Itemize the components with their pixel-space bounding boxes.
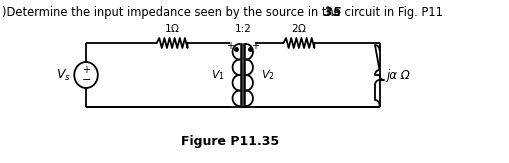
Text: )Determine the input impedance seen by the source in the circuit in Fig. P11: )Determine the input impedance seen by t… <box>2 6 443 19</box>
Text: $V_2$: $V_2$ <box>261 68 275 82</box>
Text: $V_1$: $V_1$ <box>211 68 224 82</box>
Text: 35: 35 <box>324 6 342 19</box>
Text: $V_s$: $V_s$ <box>55 67 71 82</box>
Text: 2$\Omega$: 2$\Omega$ <box>291 22 307 34</box>
Text: Figure P11.35: Figure P11.35 <box>181 135 279 148</box>
Text: +: + <box>251 41 260 51</box>
Text: +: + <box>226 41 234 51</box>
Text: −: − <box>81 75 91 85</box>
Text: 1$\Omega$: 1$\Omega$ <box>164 22 180 34</box>
Text: 1:2: 1:2 <box>234 24 251 34</box>
Text: jα Ω: jα Ω <box>387 68 411 82</box>
Text: +: + <box>82 65 90 75</box>
